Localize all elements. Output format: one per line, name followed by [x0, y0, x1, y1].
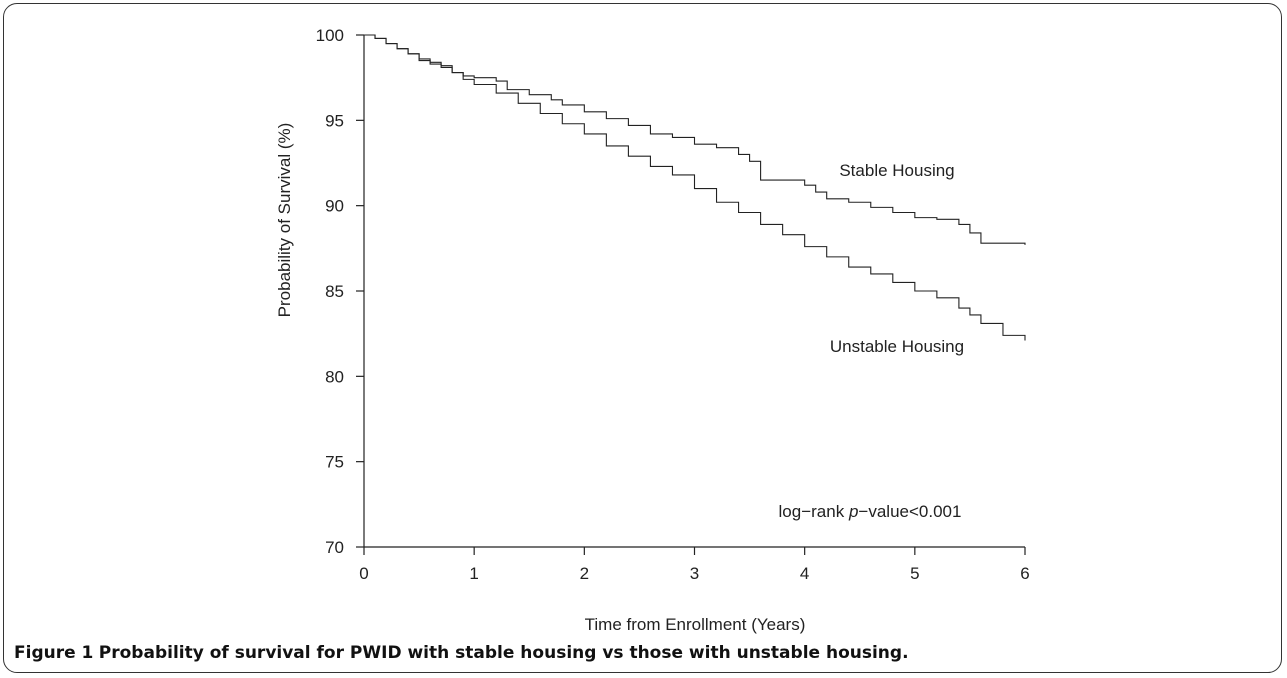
figure-caption: Figure 1 Probability of survival for PWI… [14, 643, 909, 663]
figure-frame [3, 3, 1282, 673]
x-tick-label: 4 [800, 564, 809, 583]
x-tick-label: 0 [359, 564, 368, 583]
x-tick-label: 3 [690, 564, 699, 583]
figure-label: Figure 1 [14, 643, 94, 663]
series-line-unstable [364, 34, 1026, 341]
series-label: Stable Housing [839, 161, 954, 180]
axes: 70 75 80 85 90 95 100 0 1 2 3 4 5 6 [316, 26, 1030, 583]
x-tick-label: 2 [580, 564, 589, 583]
y-tick-label: 85 [325, 282, 344, 301]
x-tick-label: 1 [469, 564, 478, 583]
x-tick-label: 5 [910, 564, 919, 583]
figure-caption-text: Probability of survival for PWID with st… [98, 643, 909, 663]
y-axis-label: Probability of Survival (%) [275, 123, 294, 318]
y-tick-label: 70 [325, 538, 344, 557]
y-tick-label: 80 [325, 367, 344, 386]
series-label: Unstable Housing [830, 337, 964, 356]
x-tick-label: 6 [1020, 564, 1029, 583]
logrank-p: p [848, 502, 858, 521]
survival-chart: 70 75 80 85 90 95 100 0 1 2 3 4 5 6 Stable Housing Uns… [275, 26, 1030, 634]
series-labels: Stable Housing Unstable Housing [830, 161, 964, 356]
y-tick-label: 90 [325, 197, 344, 216]
y-tick-label: 100 [316, 26, 344, 45]
logrank-suffix: −value<0.001 [858, 502, 961, 521]
series-line-stable [364, 34, 1026, 245]
y-tick-label: 75 [325, 453, 344, 472]
y-tick-label: 95 [325, 111, 344, 130]
logrank-annotation: log−rank p−value<0.001 [779, 502, 962, 521]
logrank-prefix: log−rank [779, 502, 849, 521]
series-lines [364, 34, 1026, 341]
x-axis-label: Time from Enrollment (Years) [585, 615, 806, 634]
